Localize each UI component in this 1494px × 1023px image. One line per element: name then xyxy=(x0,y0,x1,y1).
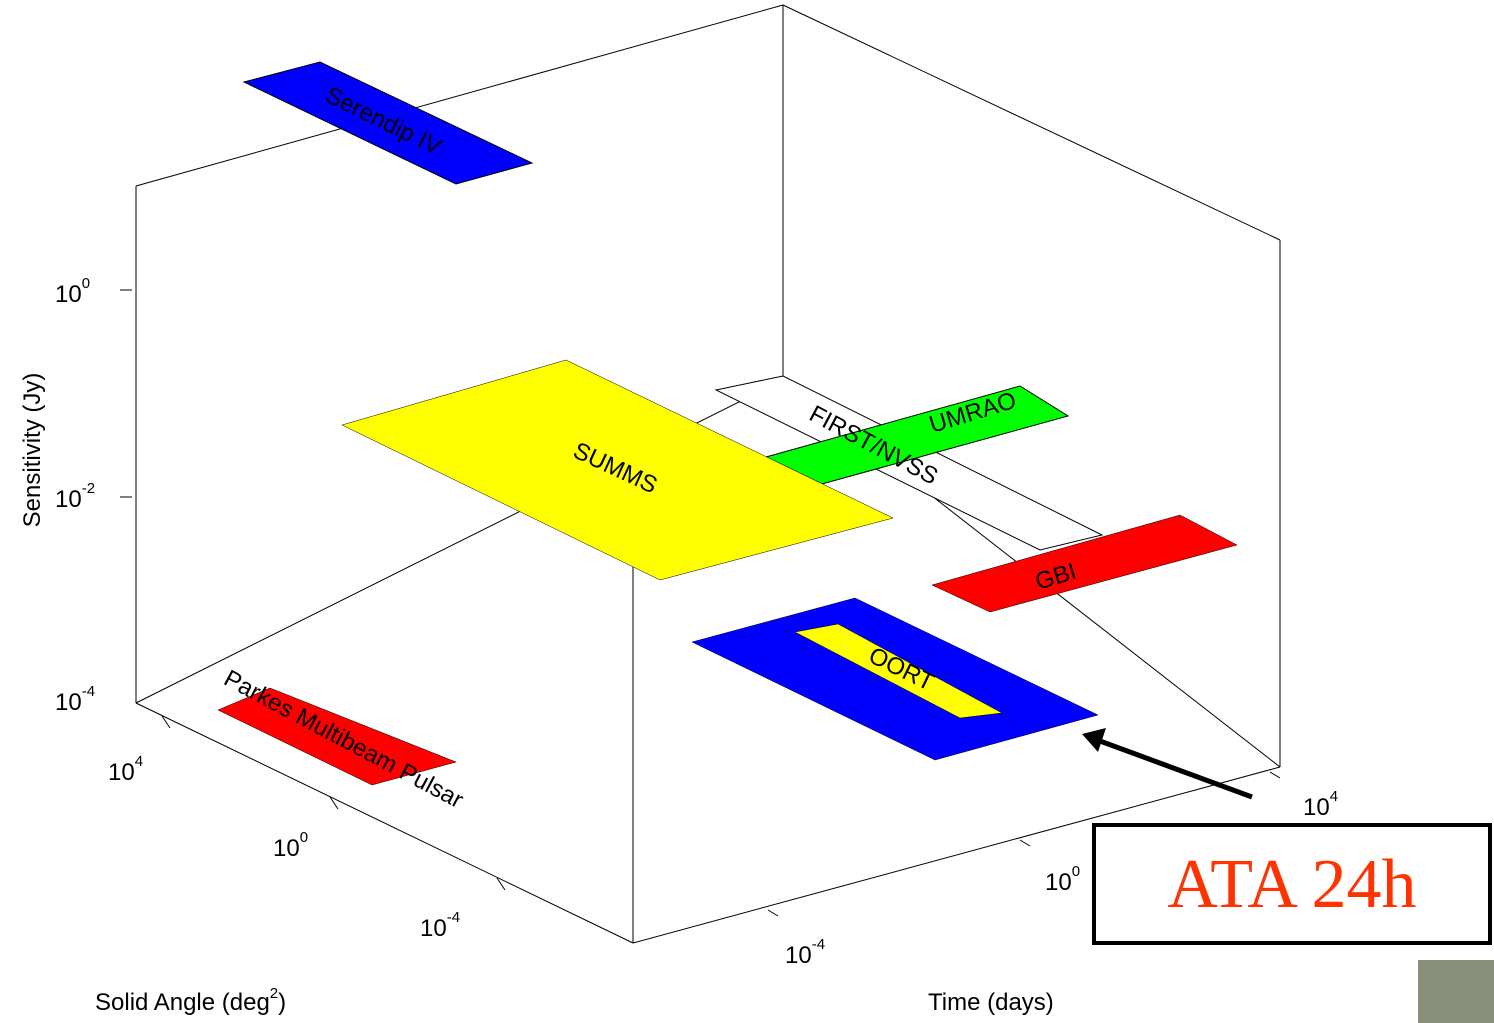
axis-label: Solid Angle (deg2) xyxy=(95,985,286,1016)
axis-label: Sensitivity (Jy) xyxy=(19,373,46,528)
tick-label: 100 xyxy=(1045,863,1080,896)
tick-label: 100 xyxy=(55,275,90,308)
arrow xyxy=(1100,741,1252,797)
tick-label: 104 xyxy=(108,753,143,786)
tick-label: 10-4 xyxy=(55,683,95,716)
annotation: ATA 24h xyxy=(1167,846,1416,923)
axis-label: Time (days) xyxy=(928,989,1054,1016)
tick-label: 100 xyxy=(273,829,308,862)
tick-label: 10-2 xyxy=(55,480,95,513)
tick-label: 10-4 xyxy=(785,936,825,969)
photo-fragment xyxy=(1418,960,1494,1023)
survey-label: Parkes Multibeam Pulsar xyxy=(219,665,467,814)
tick-label: 10-4 xyxy=(420,909,460,942)
chart: Serendip IV SUMMS FIRST/NVSS UMRAO GBI O… xyxy=(0,0,1494,1023)
tick-label: 104 xyxy=(1303,788,1338,821)
